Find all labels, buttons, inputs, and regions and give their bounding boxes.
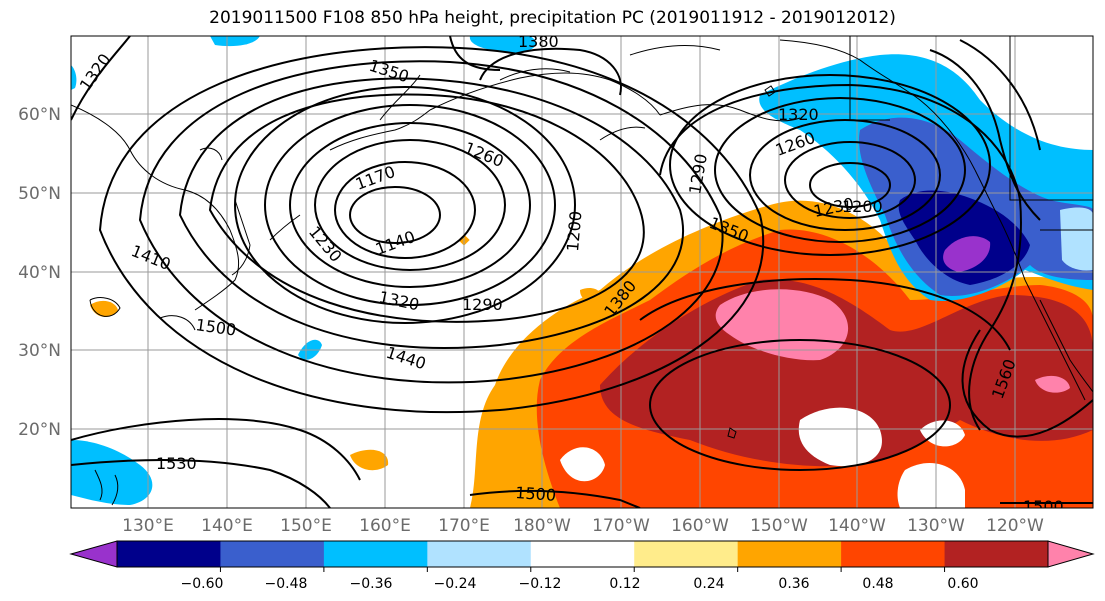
map-panel: 1320 1350 1380 1170 1260 1140 1200 1230 …	[71, 32, 1093, 516]
height-contours	[71, 36, 1093, 508]
colorbar-tick-label: −0.60	[181, 576, 224, 592]
longitude-label: 130°W	[907, 516, 965, 536]
coastlines	[71, 36, 1093, 506]
longitude-label: 140°W	[828, 516, 886, 536]
colorbar-extend-low	[69, 540, 118, 568]
colorbar-tick-labels: −0.60 −0.48 −0.36 −0.24 −0.12 0.12 0.24 …	[181, 576, 979, 592]
colorbar-ticks	[219, 567, 946, 572]
longitude-label: 160°W	[671, 516, 729, 536]
map-frame	[70, 35, 1094, 509]
longitude-label: 150°W	[750, 516, 808, 536]
latitude-label: 50°N	[18, 184, 61, 204]
colorbar-extend-high	[1047, 540, 1095, 568]
colorbar-swatch	[117, 541, 221, 567]
colorbar-swatches	[117, 541, 1049, 567]
colorbar-swatch	[944, 541, 1049, 567]
colorbar: −0.60 −0.48 −0.36 −0.24 −0.12 0.12 0.24 …	[69, 540, 1095, 592]
latitude-labels: 60°N 50°N 40°N 30°N 20°N	[18, 105, 61, 440]
contour-label: 1500	[515, 483, 557, 505]
colorbar-tick-label: −0.36	[350, 576, 393, 592]
colorbar-tick-label: −0.12	[519, 576, 562, 592]
contour-label: 1530	[156, 454, 197, 473]
latitude-label: 20°N	[18, 420, 61, 440]
longitude-label: 120°W	[986, 516, 1044, 536]
contour-label: 1500	[1023, 497, 1064, 516]
latitude-label: 60°N	[18, 105, 61, 125]
colorbar-swatch	[530, 541, 635, 567]
contour-label: 1200	[842, 197, 883, 216]
longitude-label: 180°W	[513, 516, 571, 536]
longitude-label: 130°E	[122, 516, 174, 536]
contour-label: 1380	[518, 32, 559, 51]
colorbar-swatch	[634, 541, 739, 567]
colorbar-frame	[116, 540, 1049, 568]
colorbar-tick-label: −0.24	[434, 576, 477, 592]
colorbar-tick-label: 0.60	[947, 576, 978, 592]
colorbar-swatch	[220, 541, 325, 567]
colorbar-swatch	[737, 541, 842, 567]
longitude-labels: 130°E 140°E 150°E 160°E 170°E 180°W 170°…	[122, 516, 1044, 536]
colorbar-swatch	[841, 541, 946, 567]
contour-label: 1200	[563, 210, 585, 252]
contour-label: 1320	[778, 105, 819, 124]
longitude-label: 150°E	[280, 516, 332, 536]
colorbar-swatch	[427, 541, 532, 567]
latitude-label: 40°N	[18, 263, 61, 283]
longitude-label: 160°E	[359, 516, 411, 536]
neutral-gaps	[560, 407, 965, 508]
colorbar-tick-label: 0.24	[693, 576, 724, 592]
colorbar-tick-label: 0.12	[609, 576, 640, 592]
colorbar-tick-label: 0.36	[778, 576, 809, 592]
longitude-label: 170°E	[438, 516, 490, 536]
colorbar-swatch	[323, 541, 428, 567]
map-title: 2019011500 F108 850 hPa height, precipit…	[209, 8, 896, 28]
colorbar-tick-label: −0.48	[265, 576, 308, 592]
colorbar-tick-label: 0.48	[862, 576, 893, 592]
longitude-label: 140°E	[201, 516, 253, 536]
latitude-label: 30°N	[18, 341, 61, 361]
longitude-label: 170°W	[592, 516, 650, 536]
contour-label: 1290	[462, 295, 503, 314]
